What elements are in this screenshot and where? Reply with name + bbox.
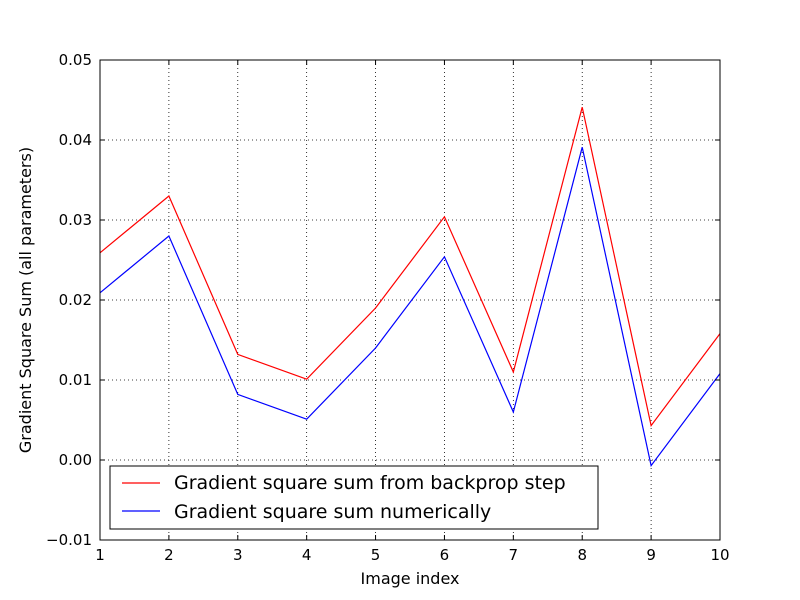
x-tick-label: 3 [233, 546, 243, 564]
legend: Gradient square sum from backprop step G… [109, 465, 599, 530]
y-tick-labels: −0.01 0.00 0.01 0.02 0.03 0.04 0.05 [46, 51, 92, 549]
series-line-numerical [99, 147, 721, 468]
y-tick-label: 0.05 [59, 51, 92, 69]
y-tick-label: 0.00 [59, 451, 92, 469]
x-tick-label: 2 [164, 546, 174, 564]
x-tick-label: 5 [371, 546, 381, 564]
x-tick-label: 7 [509, 546, 519, 564]
y-axis-label: Gradient Square Sum (all parameters) [16, 147, 35, 453]
legend-box [109, 465, 599, 530]
x-tick-label: 1 [95, 546, 105, 564]
series-line-backprop [99, 107, 721, 428]
x-tick-label: 6 [440, 546, 450, 564]
grid-lines [100, 60, 720, 540]
x-tick-label: 10 [710, 546, 729, 564]
y-tick-label: −0.01 [46, 531, 92, 549]
x-tick-label: 9 [646, 546, 656, 564]
axis-ticks [99, 59, 721, 541]
x-tick-label: 4 [302, 546, 312, 564]
y-tick-label: 0.02 [59, 291, 92, 309]
y-tick-label: 0.04 [59, 131, 92, 149]
series-lines [99, 107, 721, 468]
y-tick-label: 0.01 [59, 371, 92, 389]
legend-label-backprop: Gradient square sum from backprop step [174, 472, 566, 494]
x-tick-label: 8 [577, 546, 587, 564]
x-axis-label: Image index [361, 569, 460, 588]
y-tick-label: 0.03 [59, 211, 92, 229]
x-tick-labels: 1 2 3 4 5 6 7 8 9 10 [95, 546, 729, 564]
legend-label-numerical: Gradient square sum numerically [174, 501, 491, 523]
